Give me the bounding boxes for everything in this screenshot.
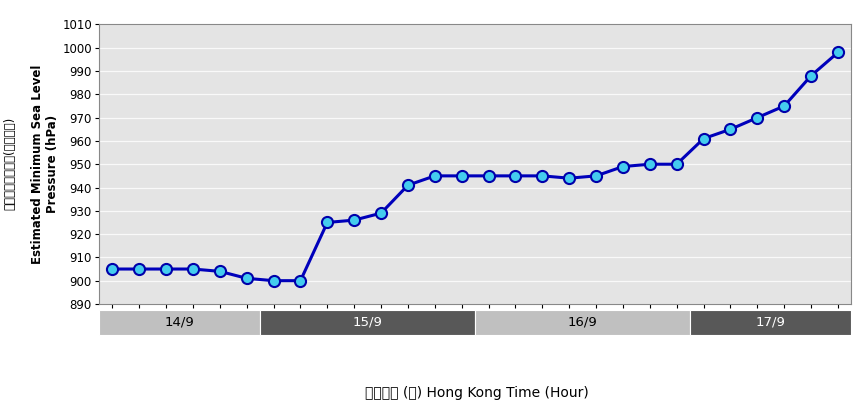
- Y-axis label: Estimated Minimum Sea Level
Pressure (hPa): Estimated Minimum Sea Level Pressure (hP…: [32, 64, 59, 264]
- Text: 16/9: 16/9: [568, 316, 598, 329]
- Text: 14/9: 14/9: [164, 316, 194, 329]
- Bar: [475, 310, 690, 335]
- Bar: [99, 310, 260, 335]
- Text: 15/9: 15/9: [353, 316, 383, 329]
- Bar: [690, 310, 851, 335]
- Text: 17/9: 17/9: [756, 316, 786, 329]
- Bar: [260, 310, 475, 335]
- Text: 估計最低海面氣壓(百帕斯卡): 估計最低海面氣壓(百帕斯卡): [3, 117, 17, 210]
- Text: 香港時間 (時) Hong Kong Time (Hour): 香港時間 (時) Hong Kong Time (Hour): [366, 386, 589, 400]
